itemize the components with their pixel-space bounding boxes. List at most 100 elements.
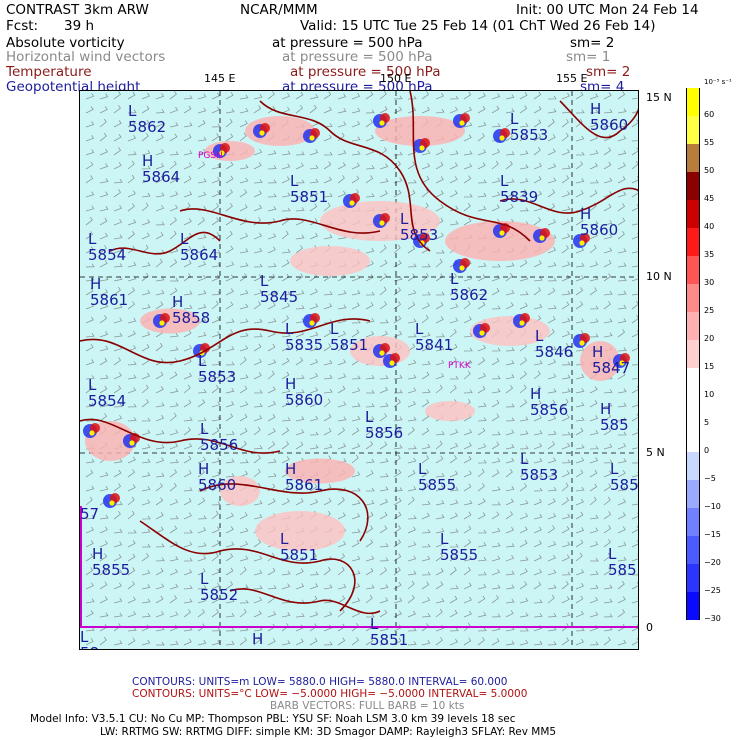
colorbar-tick-label-3: 45 xyxy=(704,194,715,203)
lon-label-150e: 150 E xyxy=(380,72,412,85)
vorticity-peak-cell-12 xyxy=(539,235,545,241)
colorbar-tick-label-1: 55 xyxy=(704,138,715,147)
height-center-value: 5853 xyxy=(510,126,549,144)
height-center-value: 5862 xyxy=(128,118,167,136)
field-level-vorticity: at pressure = 500 hPa xyxy=(272,35,423,51)
temperature-contour-2 xyxy=(179,208,381,234)
height-center-value: 5835 xyxy=(285,336,324,354)
height-center-value: 5864 xyxy=(142,168,181,186)
vorticity-peak-cell-24 xyxy=(109,500,115,506)
colorbar-tick-label-6: 30 xyxy=(704,278,715,287)
vorticity-peak-cell-20 xyxy=(579,340,585,346)
height-center-value: 5864 xyxy=(180,246,219,264)
field-sm-vorticity: sm= 2 xyxy=(570,35,615,51)
colorbar-swatch-0 xyxy=(686,88,700,116)
height-center-39: 57 xyxy=(80,506,99,522)
height-center-14: H 5858 xyxy=(172,294,210,326)
height-center-value: 5854 xyxy=(88,246,127,264)
field-name-vorticity: Absolute vorticity xyxy=(6,35,125,51)
height-center-12: L 5862 xyxy=(450,271,488,303)
height-center-value: 5856 xyxy=(200,436,239,454)
height-center-type: H xyxy=(530,385,542,403)
colorbar-units: 10⁻⁵ s⁻¹ xyxy=(704,78,732,86)
height-center-type: L xyxy=(200,570,209,588)
height-center-type: L xyxy=(280,530,289,548)
colorbar-swatch-11 xyxy=(686,396,700,424)
temperature-contour-3 xyxy=(409,91,531,242)
height-center-type: H xyxy=(580,205,592,223)
colorbar-tick-label-15: −15 xyxy=(704,530,721,539)
app-title: CONTRAST 3km ARW xyxy=(6,2,149,18)
height-center-value: 5851 xyxy=(370,631,409,649)
colorbar-swatch-3 xyxy=(686,172,700,200)
field-level-temperature: at pressure = 500 hPa xyxy=(290,64,441,80)
footer-model-info-1: Model Info: V3.5.1 CU: No Cu MP: Thompso… xyxy=(30,713,516,725)
height-center-35: L 585 xyxy=(608,546,637,578)
vorticity-patch-13 xyxy=(255,511,345,551)
height-center-25: H 585 xyxy=(600,401,629,433)
colorbar-tick-label-0: 60 xyxy=(704,110,715,119)
colorbar-swatch-1 xyxy=(686,116,700,144)
height-center-value: 5852 xyxy=(200,586,239,604)
colorbar-tick-label-11: 5 xyxy=(704,418,710,427)
height-center-type: H xyxy=(590,100,602,118)
map-canvas xyxy=(80,91,638,649)
colorbar-swatch-8 xyxy=(686,312,700,340)
height-center-9: H 5860 xyxy=(590,101,628,133)
vorticity-peak-cell-14 xyxy=(159,320,165,326)
height-center-24: H 5856 xyxy=(530,386,568,418)
field-name-temperature: Temperature xyxy=(6,64,92,80)
height-center-5: L 5851 xyxy=(290,173,328,205)
fcst-value: 39 h xyxy=(64,18,95,34)
height-center-type: L xyxy=(370,615,379,633)
colorbar-swatch-7 xyxy=(686,284,700,312)
vorticity-peak-cell-22 xyxy=(89,430,95,436)
height-center-value: 5841 xyxy=(415,336,454,354)
height-center-value: 5851 xyxy=(330,336,369,354)
vorticity-peak-cell-19 xyxy=(519,320,525,326)
vorticity-peak-cell-8 xyxy=(379,220,385,226)
height-center-6: L 5845 xyxy=(260,273,298,305)
temperature-contour-6 xyxy=(199,483,369,542)
vorticity-patch-6 xyxy=(140,308,200,334)
lat-label-0: 0 xyxy=(646,621,653,634)
height-center-19: L 5853 xyxy=(198,353,236,385)
colorbar-swatch-5 xyxy=(686,228,700,256)
colorbar-tick-label-14: −10 xyxy=(704,502,721,511)
vorticity-patch-5 xyxy=(290,246,370,276)
height-center-type: L xyxy=(198,352,207,370)
colorbar-swatch-17 xyxy=(686,564,700,592)
height-center-value: 5839 xyxy=(500,188,539,206)
field-name-wind: Horizontal wind vectors xyxy=(6,49,166,65)
height-center-21: L 5854 xyxy=(88,377,126,409)
height-center-type: L xyxy=(610,460,619,478)
temperature-contour-7 xyxy=(139,520,356,612)
height-center-20: H 5860 xyxy=(285,376,323,408)
temperature-contour-8 xyxy=(229,588,381,614)
height-center-value: 5852 xyxy=(610,476,639,494)
height-center-value: 5854 xyxy=(88,392,127,410)
colorbar-tick-label-7: 25 xyxy=(704,306,715,315)
height-center-type: H xyxy=(90,275,102,293)
height-center-11: H 5860 xyxy=(580,206,618,238)
colorbar-tick-label-8: 20 xyxy=(704,334,715,343)
vorticity-peak-cell-3 xyxy=(419,145,425,151)
vorticity-peak-cell-15 xyxy=(309,320,315,326)
vorticity-peak-cell-23 xyxy=(129,440,135,446)
footer-barb-vectors: BARB VECTORS: FULL BARB = 10 kts xyxy=(270,700,465,712)
height-center-type: H xyxy=(592,343,604,361)
height-center-value: 5856 xyxy=(530,401,569,419)
vorticity-peak-cell-6 xyxy=(219,150,225,156)
vorticity-patch-1 xyxy=(375,116,465,146)
temperature-contour-9 xyxy=(499,187,638,214)
height-center-8: L 5839 xyxy=(500,173,538,205)
height-center-26: H 5861 xyxy=(285,461,323,493)
height-center-value: 5845 xyxy=(260,288,299,306)
height-center-value: 585 xyxy=(600,416,629,434)
colorbar-tick-label-5: 35 xyxy=(704,250,715,259)
height-center-28: L 5855 xyxy=(418,461,456,493)
height-center-value: 5853 xyxy=(520,466,559,484)
vorticity-peak-cell-18 xyxy=(479,330,485,336)
colorbar-swatch-2 xyxy=(686,144,700,172)
